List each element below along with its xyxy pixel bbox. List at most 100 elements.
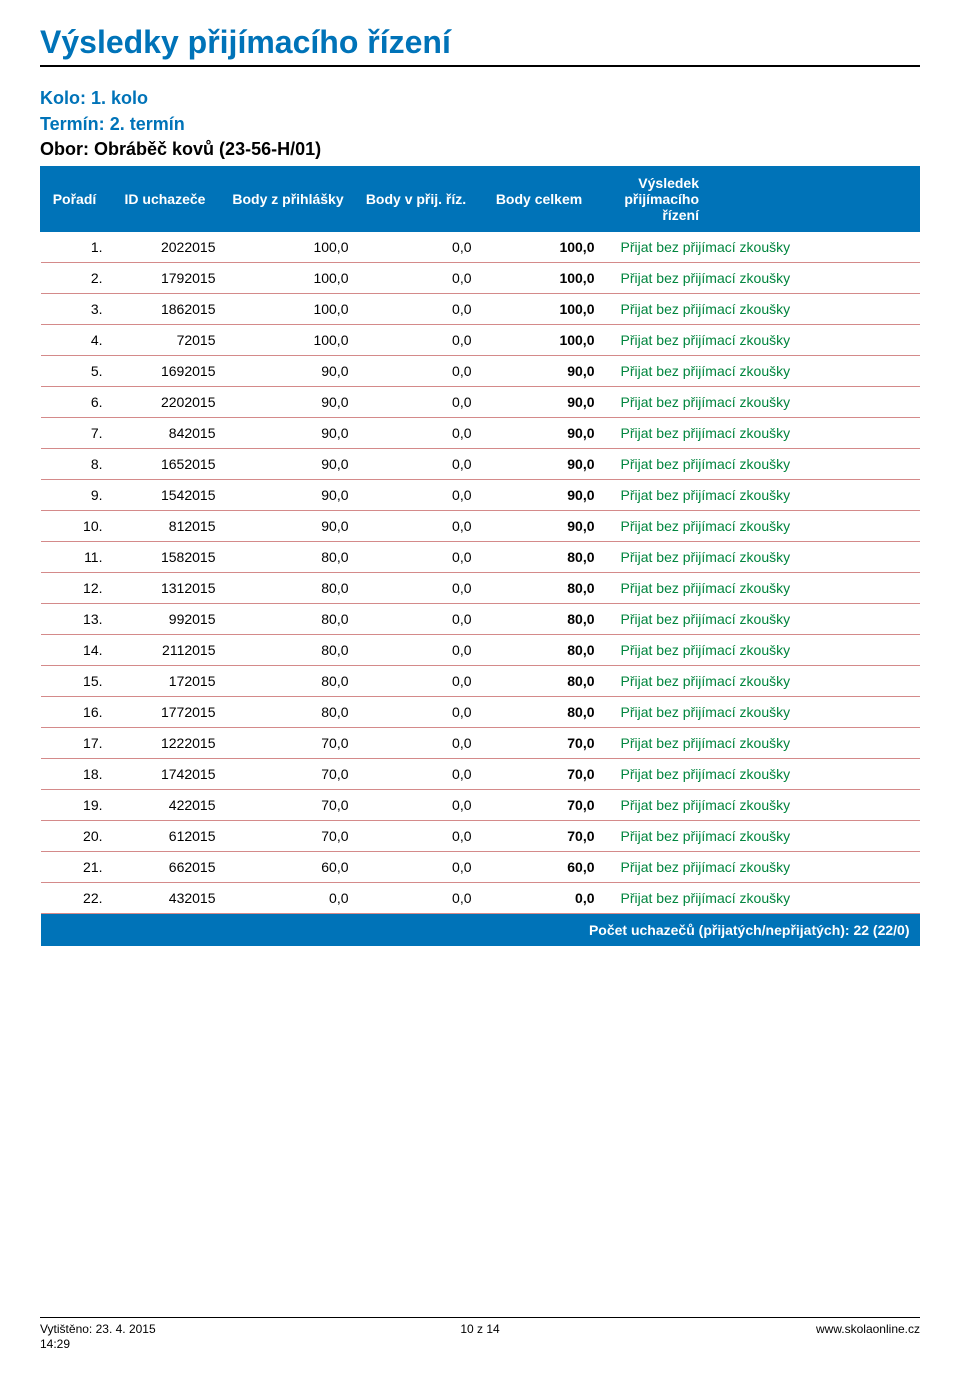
table-row: 17.122201570,00,070,0Přijat bez přijímac… <box>41 728 920 759</box>
cell-body-prihlaska: 90,0 <box>222 449 355 480</box>
cell-id: 422015 <box>109 790 222 821</box>
cell-vysledek: Přijat bez přijímací zkoušky <box>601 325 920 356</box>
cell-body-prihlaska: 80,0 <box>222 604 355 635</box>
cell-body-celkem: 70,0 <box>478 790 601 821</box>
cell-vysledek: Přijat bez přijímací zkoušky <box>601 263 920 294</box>
cell-body-prihlaska: 100,0 <box>222 232 355 263</box>
table-summary-row: Počet uchazečů (přijatých/nepřijatých): … <box>41 914 920 947</box>
cell-body-celkem: 80,0 <box>478 635 601 666</box>
cell-vysledek: Přijat bez přijímací zkoušky <box>601 542 920 573</box>
cell-vysledek: Přijat bez přijímací zkoušky <box>601 883 920 914</box>
cell-poradi: 8. <box>41 449 109 480</box>
cell-body-celkem: 70,0 <box>478 759 601 790</box>
cell-id: 1742015 <box>109 759 222 790</box>
cell-body-prihlaska: 70,0 <box>222 759 355 790</box>
cell-id: 992015 <box>109 604 222 635</box>
cell-poradi: 19. <box>41 790 109 821</box>
table-row: 22.4320150,00,00,0Přijat bez přijímací z… <box>41 883 920 914</box>
cell-vysledek: Přijat bez přijímací zkoušky <box>601 480 920 511</box>
table-row: 12.131201580,00,080,0Přijat bez přijímac… <box>41 573 920 604</box>
cell-body-prihlaska: 100,0 <box>222 294 355 325</box>
termin-label: Termín: <box>40 114 105 134</box>
table-row: 21.66201560,00,060,0Přijat bez přijímací… <box>41 852 920 883</box>
cell-body-celkem: 90,0 <box>478 356 601 387</box>
cell-vysledek: Přijat bez přijímací zkoušky <box>601 790 920 821</box>
cell-id: 1792015 <box>109 263 222 294</box>
cell-vysledek: Přijat bez přijímací zkoušky <box>601 852 920 883</box>
cell-id: 1222015 <box>109 728 222 759</box>
cell-body-prihlaska: 80,0 <box>222 666 355 697</box>
cell-id: 172015 <box>109 666 222 697</box>
col-poradi: Pořadí <box>41 167 109 232</box>
cell-body-celkem: 70,0 <box>478 821 601 852</box>
cell-body-prij-riz: 0,0 <box>355 542 478 573</box>
cell-poradi: 15. <box>41 666 109 697</box>
cell-body-prij-riz: 0,0 <box>355 821 478 852</box>
cell-body-prihlaska: 70,0 <box>222 728 355 759</box>
col-body-prij-riz: Body v přij. říz. <box>355 167 478 232</box>
cell-body-prij-riz: 0,0 <box>355 728 478 759</box>
cell-vysledek: Přijat bez přijímací zkoušky <box>601 511 920 542</box>
cell-body-prihlaska: 60,0 <box>222 852 355 883</box>
cell-id: 1652015 <box>109 449 222 480</box>
cell-body-prij-riz: 0,0 <box>355 511 478 542</box>
cell-body-prihlaska: 90,0 <box>222 387 355 418</box>
cell-body-celkem: 90,0 <box>478 511 601 542</box>
col-id-uchazece: ID uchazeče <box>109 167 222 232</box>
cell-vysledek: Přijat bez přijímací zkoušky <box>601 666 920 697</box>
cell-id: 842015 <box>109 418 222 449</box>
cell-id: 2022015 <box>109 232 222 263</box>
cell-vysledek: Přijat bez přijímací zkoušky <box>601 232 920 263</box>
cell-id: 1772015 <box>109 697 222 728</box>
cell-vysledek: Přijat bez přijímací zkoušky <box>601 759 920 790</box>
cell-body-celkem: 100,0 <box>478 325 601 356</box>
cell-body-prij-riz: 0,0 <box>355 852 478 883</box>
kolo-label: Kolo: <box>40 88 86 108</box>
cell-vysledek: Přijat bez přijímací zkoušky <box>601 604 920 635</box>
cell-poradi: 20. <box>41 821 109 852</box>
results-table: Pořadí ID uchazeče Body z přihlášky Body… <box>40 166 920 946</box>
meta-termin: Termín: 2. termín <box>40 111 920 137</box>
cell-body-prihlaska: 80,0 <box>222 635 355 666</box>
cell-id: 72015 <box>109 325 222 356</box>
printed-time: 14:29 <box>40 1337 70 1351</box>
cell-body-celkem: 100,0 <box>478 232 601 263</box>
cell-body-celkem: 80,0 <box>478 697 601 728</box>
kolo-value: 1. kolo <box>91 88 148 108</box>
cell-vysledek: Přijat bez přijímací zkoušky <box>601 728 920 759</box>
table-row: 5.169201590,00,090,0Přijat bez přijímací… <box>41 356 920 387</box>
cell-body-prihlaska: 90,0 <box>222 480 355 511</box>
cell-body-prij-riz: 0,0 <box>355 635 478 666</box>
cell-body-prij-riz: 0,0 <box>355 325 478 356</box>
meta-kolo: Kolo: 1. kolo <box>40 85 920 111</box>
cell-id: 1542015 <box>109 480 222 511</box>
obor-value: Obráběč kovů (23-56-H/01) <box>94 139 321 159</box>
cell-body-celkem: 80,0 <box>478 666 601 697</box>
cell-vysledek: Přijat bez přijímací zkoušky <box>601 294 920 325</box>
cell-body-prij-riz: 0,0 <box>355 356 478 387</box>
footer-site: www.skolaonline.cz <box>816 1322 920 1336</box>
cell-body-prihlaska: 90,0 <box>222 511 355 542</box>
cell-id: 1862015 <box>109 294 222 325</box>
table-row: 9.154201590,00,090,0Přijat bez přijímací… <box>41 480 920 511</box>
table-row: 4.72015100,00,0100,0Přijat bez přijímací… <box>41 325 920 356</box>
cell-poradi: 14. <box>41 635 109 666</box>
table-row: 19.42201570,00,070,0Přijat bez přijímací… <box>41 790 920 821</box>
cell-poradi: 13. <box>41 604 109 635</box>
col-body-prihlaska: Body z přihlášky <box>222 167 355 232</box>
cell-vysledek: Přijat bez přijímací zkoušky <box>601 418 920 449</box>
cell-poradi: 16. <box>41 697 109 728</box>
cell-vysledek: Přijat bez přijímací zkoušky <box>601 635 920 666</box>
table-row: 10.81201590,00,090,0Přijat bez přijímací… <box>41 511 920 542</box>
page-title: Výsledky přijímacího řízení <box>40 24 920 67</box>
table-row: 2.1792015100,00,0100,0Přijat bez přijíma… <box>41 263 920 294</box>
cell-poradi: 2. <box>41 263 109 294</box>
cell-body-celkem: 80,0 <box>478 573 601 604</box>
cell-poradi: 11. <box>41 542 109 573</box>
obor-label: Obor: <box>40 139 89 159</box>
cell-poradi: 10. <box>41 511 109 542</box>
cell-body-prihlaska: 100,0 <box>222 325 355 356</box>
termin-value: 2. termín <box>110 114 185 134</box>
cell-vysledek: Přijat bez přijímací zkoušky <box>601 573 920 604</box>
table-row: 7.84201590,00,090,0Přijat bez přijímací … <box>41 418 920 449</box>
